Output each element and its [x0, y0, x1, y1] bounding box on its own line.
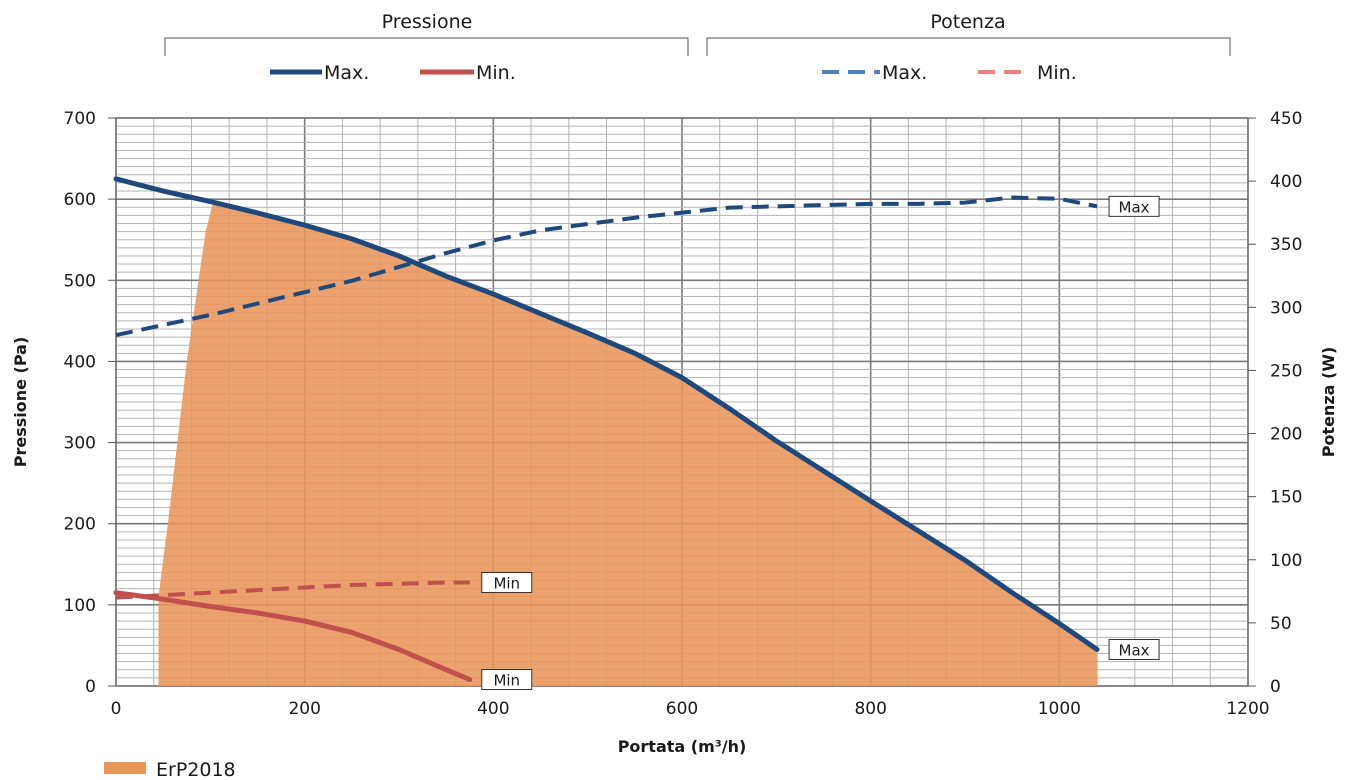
callout-label: Min [493, 672, 520, 690]
power-group-label: Potenza [930, 11, 1005, 33]
y-right-tick-label: 100 [1270, 551, 1302, 571]
x-tick-label: 200 [288, 699, 320, 719]
x-tick-label: 0 [111, 699, 122, 719]
callout-label: Max [1119, 198, 1150, 216]
series-pressione-min-line [113, 590, 473, 683]
series-potenza-max-line [115, 195, 1098, 338]
callout-box [481, 571, 533, 593]
y-axis-right-title: Potenza (W) [1319, 347, 1338, 458]
callout-box [481, 669, 533, 691]
y-right-tick-label: 350 [1270, 235, 1302, 255]
callout-box [1108, 195, 1160, 217]
y-left-tick-label: 100 [64, 596, 96, 616]
y-right-tick-label: 450 [1270, 109, 1302, 129]
x-tick-label: 1000 [1038, 699, 1081, 719]
y-left-tick-label: 300 [64, 434, 96, 454]
callout-label: Min [493, 574, 520, 592]
legend-erp-swatch [104, 762, 146, 774]
y-left-tick-label: 0 [85, 677, 96, 697]
legend-erp-label: ErP2018 [156, 759, 236, 780]
erp2018-area [158, 201, 1098, 686]
annotation-layer: Max Max Min Min [481, 195, 1160, 691]
y-left-tick-label: 700 [64, 109, 96, 129]
callout-box [1108, 638, 1160, 660]
series-layer [113, 176, 1100, 683]
y-right-tick-label: 400 [1270, 172, 1302, 192]
y-right-tick-label: 250 [1270, 361, 1302, 381]
legend-pressure-min-label: Min. [476, 62, 516, 84]
y-right-tick-label: 200 [1270, 425, 1302, 445]
erp-area-layer [158, 201, 1098, 686]
tick-labels: 0 200 400 600 800 1000 12000100200300400500600… [64, 109, 1303, 719]
x-tick-label: 400 [477, 699, 509, 719]
y-left-tick-label: 400 [64, 352, 96, 372]
power-group-bracket [706, 37, 1231, 56]
y-right-tick-label: 0 [1270, 677, 1281, 697]
pressure-group-label: Pressione [382, 11, 473, 33]
callout-label: Max [1119, 641, 1150, 659]
y-right-tick-label: 300 [1270, 298, 1302, 318]
series-potenza-min-line [115, 580, 470, 600]
legend-pressure-max-label: Max. [324, 62, 369, 84]
x-tick-label: 800 [854, 699, 886, 719]
series-pressione-max-line [113, 176, 1100, 652]
y-left-tick-label: 500 [64, 271, 96, 291]
y-axis-left-title: Pressione (Pa) [11, 337, 30, 468]
y-right-tick-label: 50 [1270, 614, 1292, 634]
y-left-tick-label: 600 [64, 190, 96, 210]
legend-power-min-label: Min. [1037, 62, 1077, 84]
pressure-group-bracket [164, 37, 689, 56]
x-tick-label: 600 [666, 699, 698, 719]
y-left-tick-label: 200 [64, 515, 96, 535]
y-right-tick-label: 150 [1270, 488, 1302, 508]
x-axis-title: Portata (m³/h) [618, 737, 747, 756]
legend-power-max-label: Max. [882, 62, 927, 84]
x-tick-label: 1200 [1226, 699, 1269, 719]
